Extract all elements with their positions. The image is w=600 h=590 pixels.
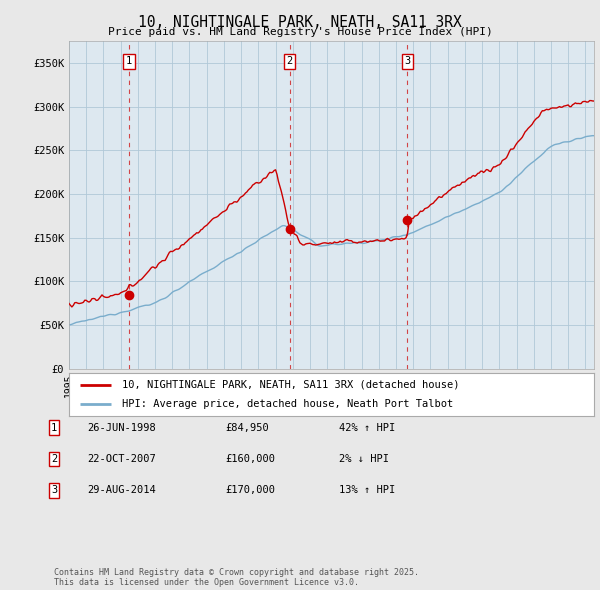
Text: 1: 1 <box>126 57 132 67</box>
Text: 1: 1 <box>51 423 57 432</box>
Text: 26-JUN-1998: 26-JUN-1998 <box>87 423 156 432</box>
Text: 2% ↓ HPI: 2% ↓ HPI <box>339 454 389 464</box>
Text: 29-AUG-2014: 29-AUG-2014 <box>87 486 156 495</box>
Text: £84,950: £84,950 <box>225 423 269 432</box>
Text: £170,000: £170,000 <box>225 486 275 495</box>
Text: 2: 2 <box>286 57 293 67</box>
Text: 10, NIGHTINGALE PARK, NEATH, SA11 3RX: 10, NIGHTINGALE PARK, NEATH, SA11 3RX <box>138 15 462 30</box>
Text: 2: 2 <box>51 454 57 464</box>
Text: HPI: Average price, detached house, Neath Port Talbot: HPI: Average price, detached house, Neat… <box>121 399 453 409</box>
Text: 3: 3 <box>51 486 57 495</box>
Text: Contains HM Land Registry data © Crown copyright and database right 2025.
This d: Contains HM Land Registry data © Crown c… <box>54 568 419 587</box>
Text: 22-OCT-2007: 22-OCT-2007 <box>87 454 156 464</box>
Text: 10, NIGHTINGALE PARK, NEATH, SA11 3RX (detached house): 10, NIGHTINGALE PARK, NEATH, SA11 3RX (d… <box>121 380 459 390</box>
Text: £160,000: £160,000 <box>225 454 275 464</box>
Text: 13% ↑ HPI: 13% ↑ HPI <box>339 486 395 495</box>
Text: Price paid vs. HM Land Registry's House Price Index (HPI): Price paid vs. HM Land Registry's House … <box>107 27 493 37</box>
Text: 3: 3 <box>404 57 410 67</box>
Text: 42% ↑ HPI: 42% ↑ HPI <box>339 423 395 432</box>
